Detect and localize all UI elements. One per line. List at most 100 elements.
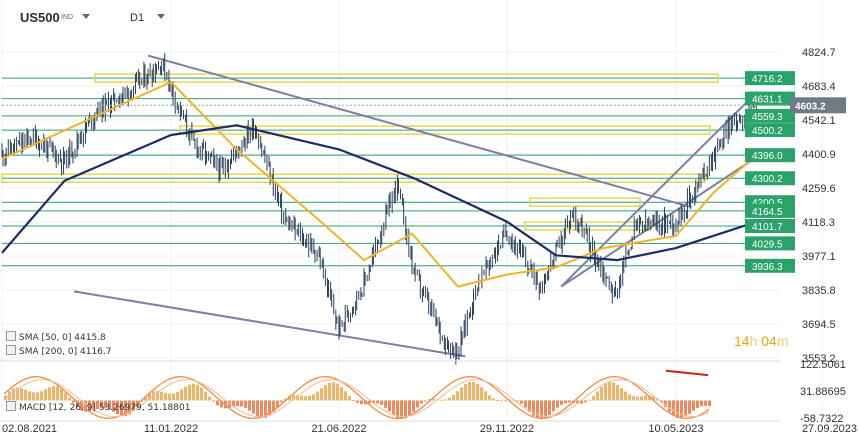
macd-histogram-bar — [32, 392, 35, 401]
macd-histogram-bar — [184, 386, 187, 401]
level-zone — [94, 73, 719, 83]
macd-histogram-bar — [48, 387, 51, 401]
visibility-icon[interactable] — [6, 331, 16, 341]
price-axis: 4824.7 4683.4 4542.1 4400.9 4259.6 4118.3 3977… — [800, 47, 846, 425]
macd-histogram-bar — [592, 395, 595, 401]
sma200-legend[interactable]: SMA [200, 0] 4116.7 — [6, 345, 112, 357]
macd-histogram-bar — [124, 400, 127, 417]
level-badge-label: 4716.2 — [752, 74, 783, 85]
level-badge-label: 4396.0 — [752, 151, 783, 162]
time-tick-label: 21.06.2022 — [311, 423, 366, 435]
macd-histogram-bar — [552, 400, 555, 412]
time-tick-label: 27.09.2023 — [802, 423, 857, 435]
macd-histogram-bar — [696, 400, 699, 408]
macd-histogram-bar — [252, 400, 255, 414]
macd-histogram-bar — [432, 398, 435, 401]
macd-signal-value: 51.18801 — [147, 403, 191, 413]
macd-tick-label: -58.7322 — [800, 413, 843, 425]
macd-histogram-bar — [84, 400, 87, 412]
macd-histogram-bar — [276, 400, 279, 408]
macd-legend[interactable]: MACD [12, 26, 9] 53.26979, 51.18801 — [6, 401, 190, 413]
macd-histogram-bar — [316, 391, 319, 401]
macd-histogram-bar — [360, 400, 363, 405]
time-tick-label: 10.05.2023 — [648, 423, 703, 435]
macd-histogram-bar — [632, 396, 635, 401]
macd-histogram-bar — [596, 391, 599, 401]
macd-histogram-bar — [256, 400, 259, 417]
macd-label: MACD [12, 26, 9] — [19, 403, 96, 413]
macd-histogram-bar — [584, 400, 587, 403]
price-tick-label: 3553.2 — [802, 353, 836, 365]
symbol-label[interactable]: US500 — [20, 10, 60, 25]
macd-histogram-bar — [264, 400, 267, 418]
macd-histogram-bar — [200, 387, 203, 401]
macd-histogram-bar — [224, 400, 227, 409]
macd-histogram-bar — [444, 399, 447, 401]
macd-histogram-bar — [132, 400, 135, 412]
visibility-icon[interactable] — [6, 345, 16, 355]
macd-histogram-bar — [356, 400, 359, 403]
macd-histogram-bar — [164, 392, 167, 401]
macd-histogram-bar — [232, 400, 235, 407]
macd-histogram-bar — [680, 400, 683, 419]
macd-histogram-bar — [12, 388, 15, 401]
macd-histogram-bar — [380, 400, 383, 406]
macd-histogram-bar — [288, 395, 291, 401]
macd-histogram-bar — [404, 400, 407, 419]
macd-histogram-bar — [388, 400, 391, 412]
symbol-dropdown-icon[interactable] — [82, 14, 90, 19]
macd-histogram-bar — [468, 381, 471, 401]
macd-histogram-bar — [568, 400, 571, 403]
macd-histogram-bar — [520, 400, 523, 404]
macd-tick-label: 122.5061 — [800, 359, 846, 371]
macd-histogram-bar — [208, 396, 211, 401]
level-zone — [529, 197, 641, 207]
macd-histogram-bar — [324, 385, 327, 401]
macd-histogram-bar — [564, 400, 567, 404]
macd-histogram-bar — [548, 400, 551, 416]
macd-divergence-line — [665, 369, 709, 377]
macd-histogram-bar — [688, 400, 691, 414]
macd-histogram-bar — [676, 400, 679, 418]
macd-line — [3, 376, 710, 420]
level-badge-label: 4164.5 — [752, 207, 783, 218]
visibility-icon[interactable] — [6, 401, 16, 411]
macd-histogram-bar — [212, 400, 215, 402]
sma200-line — [1, 124, 758, 262]
macd-histogram-bar — [616, 384, 619, 401]
macd-histogram-bar — [216, 400, 219, 406]
interval-dropdown-icon[interactable] — [157, 14, 165, 19]
macd-histogram-bar — [328, 382, 331, 401]
macd-histogram-bar — [40, 391, 43, 401]
macd-histogram-bar — [340, 386, 343, 401]
macd-histogram-bar — [368, 400, 371, 404]
level-badge — [745, 258, 795, 273]
macd-histogram-bar — [516, 400, 519, 402]
macd-histogram-bar — [112, 400, 115, 412]
price-candles — [1, 53, 757, 365]
macd-histogram-bar — [120, 400, 123, 416]
sma50-legend[interactable]: SMA [50, 0] 4415.8 — [6, 331, 106, 343]
macd-value: 53.26979 — [98, 403, 142, 413]
macd-histogram-bar — [396, 400, 399, 418]
price-tick-label: 3835.8 — [802, 285, 836, 297]
interval-label[interactable]: D1 — [130, 12, 145, 24]
level-badge-label: 4631.1 — [752, 95, 783, 106]
level-badge-label: 4101.7 — [752, 222, 783, 233]
macd-histogram-bar — [244, 400, 247, 409]
macd-histogram-bar — [652, 396, 655, 401]
macd-histogram-bar — [64, 392, 67, 401]
macd-histogram-bar — [196, 384, 199, 401]
sma50-value: 4415.8 — [74, 333, 106, 343]
macd-histogram-bar — [508, 399, 511, 401]
macd-histogram-bar — [192, 383, 195, 401]
macd-histogram-bar — [88, 400, 91, 412]
macd-histogram-bar — [556, 400, 559, 408]
macd-histogram-bar — [240, 400, 243, 407]
macd-histogram-bar — [640, 396, 643, 401]
macd-tick-label: 31.88695 — [800, 386, 846, 398]
level-badge — [745, 91, 795, 106]
macd-histogram-bar — [648, 395, 651, 401]
